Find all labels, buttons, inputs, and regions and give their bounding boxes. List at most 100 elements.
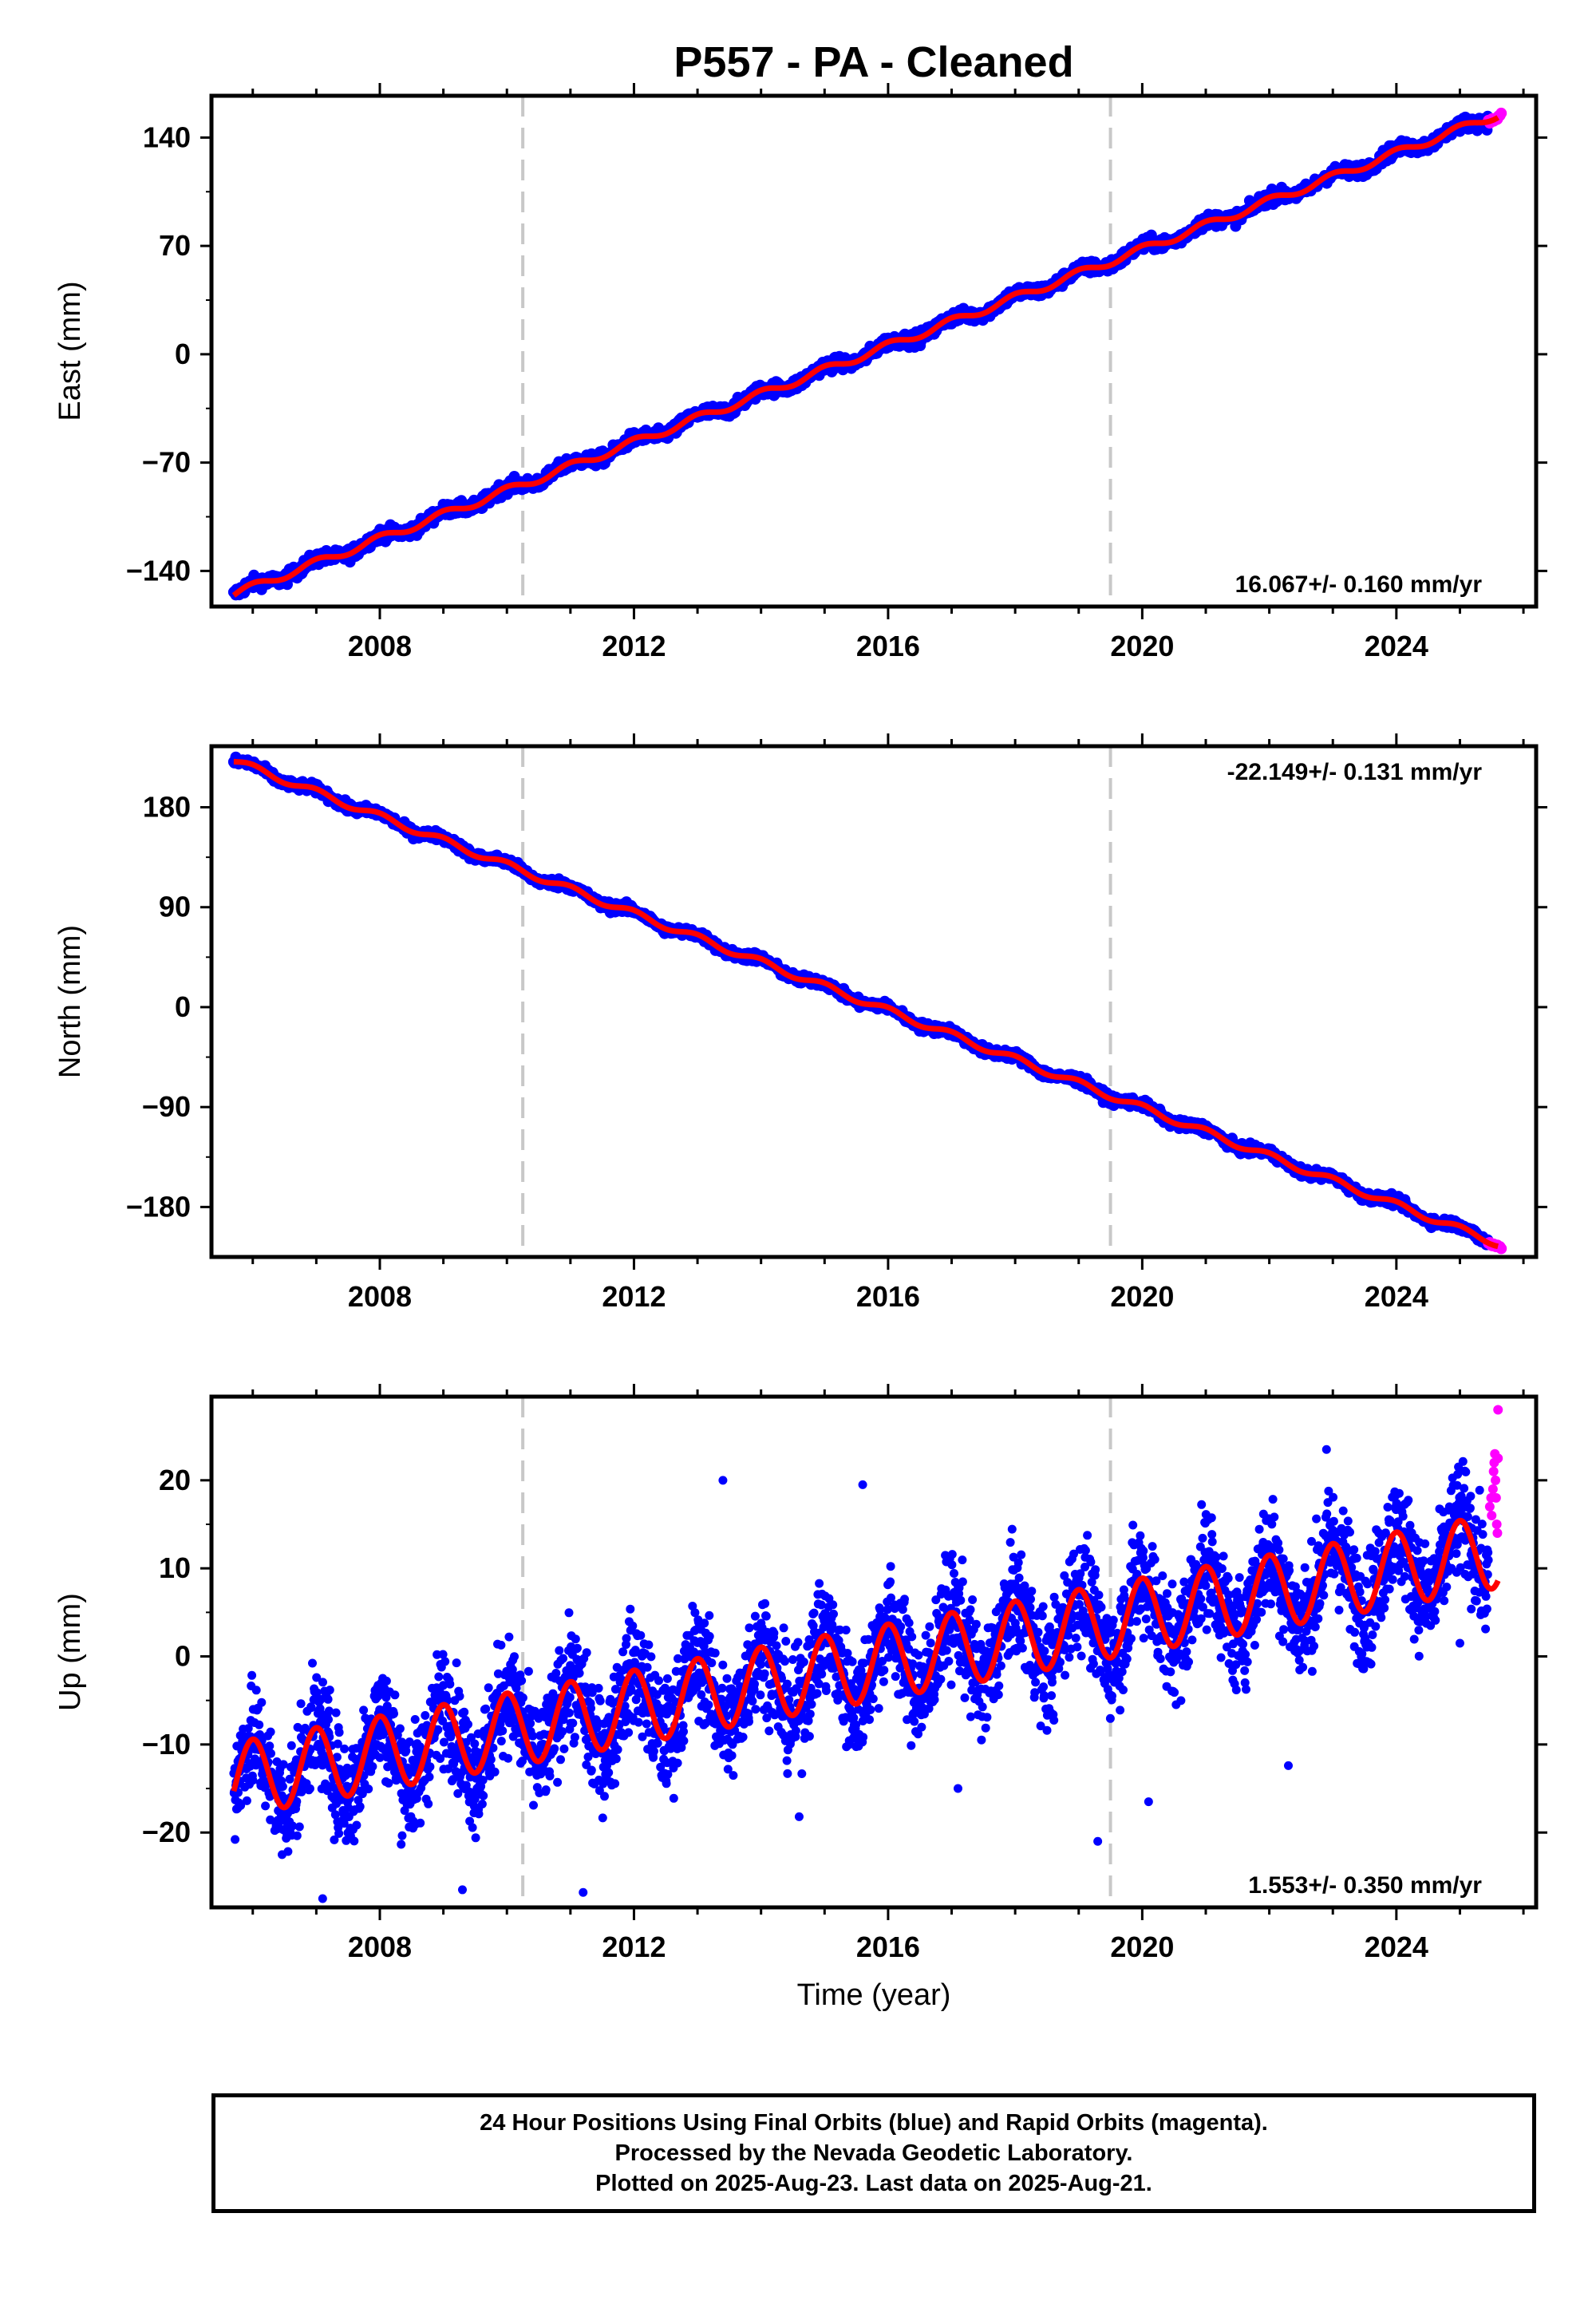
data-point: [251, 1686, 261, 1695]
data-point: [550, 1744, 559, 1753]
data-point: [582, 1648, 591, 1658]
y-tick-label: 0: [175, 990, 191, 1023]
data-point: [565, 1693, 575, 1702]
data-point: [642, 1719, 651, 1729]
x-tick-label: 2012: [602, 630, 666, 662]
data-point: [324, 1715, 333, 1725]
data-point: [649, 1746, 658, 1756]
data-point: [611, 1754, 621, 1764]
data-point: [595, 1696, 605, 1705]
data-point: [598, 1813, 607, 1823]
data-point: [308, 1658, 317, 1668]
data-point: [496, 1737, 506, 1746]
data-point: [613, 1745, 622, 1754]
y-tick-label: −140: [126, 554, 191, 587]
data-point: [545, 1771, 555, 1780]
data-point: [242, 1796, 251, 1805]
data-point: [334, 1728, 344, 1737]
x-tick-label: 2020: [1110, 630, 1174, 662]
data-point: [384, 1778, 393, 1788]
data-point: [455, 1691, 464, 1701]
data-point: [323, 1694, 333, 1704]
x-tick-label: 2024: [1365, 1280, 1428, 1313]
data-point: [257, 1697, 267, 1707]
data-point: [334, 1828, 344, 1838]
data-point: [390, 1690, 400, 1700]
data-point: [604, 1768, 614, 1777]
data-point: [416, 1818, 425, 1828]
data-point: [389, 1709, 398, 1718]
data-point: [294, 1822, 304, 1832]
data-point: [490, 1767, 500, 1777]
data-point: [610, 1779, 620, 1788]
data-point: [575, 1669, 584, 1678]
data-point: [517, 1676, 527, 1686]
data-point: [359, 1705, 369, 1715]
data-point: [628, 1621, 638, 1630]
final-orbit-points: [229, 1445, 1493, 1903]
data-point: [265, 1741, 275, 1751]
data-point: [564, 1608, 574, 1618]
data-point: [464, 1720, 472, 1729]
plot-frame: [209, 93, 1539, 609]
data-point: [498, 1726, 508, 1736]
velocity-label: 16.067+/- 0.160 mm/yr: [1235, 571, 1483, 598]
data-point: [551, 1669, 561, 1678]
x-tick-label: 2008: [348, 1280, 412, 1313]
data-point: [594, 1683, 603, 1693]
y-tick-label: −90: [142, 1090, 191, 1123]
x-tick-label: 2008: [348, 630, 412, 662]
data-point: [553, 1777, 563, 1787]
x-tick-label: 2016: [856, 1280, 920, 1313]
data-point: [481, 1704, 491, 1713]
data-point: [425, 1773, 434, 1781]
data-point: [556, 1755, 565, 1765]
data-point: [471, 1833, 480, 1843]
data-point: [325, 1686, 334, 1695]
data-point: [397, 1831, 407, 1840]
data-point: [424, 1799, 433, 1808]
data-point: [571, 1634, 580, 1644]
data-point: [296, 1699, 306, 1709]
data-point: [445, 1679, 455, 1689]
data-point: [248, 1776, 258, 1785]
data-point: [397, 1840, 406, 1849]
x-tick-label: 2024: [1365, 630, 1428, 662]
velocity-label: -22.149+/- 0.131 mm/yr: [1227, 759, 1483, 785]
model-curve: [231, 758, 1500, 1250]
data-point: [572, 1643, 582, 1653]
data-point: [266, 1727, 275, 1737]
data-point: [255, 1720, 264, 1729]
data-point: [646, 1652, 656, 1662]
data-point: [267, 1749, 275, 1758]
plot-area: [227, 746, 1507, 1257]
data-point: [440, 1657, 450, 1666]
data-point: [247, 1670, 257, 1680]
data-point: [555, 1646, 564, 1655]
model-curve: [231, 115, 1500, 598]
data-point: [231, 1835, 240, 1844]
data-point: [529, 1800, 538, 1810]
data-point: [600, 1792, 609, 1801]
data-point: [278, 1782, 287, 1791]
data-point: [587, 1765, 596, 1775]
data-point: [474, 1809, 484, 1819]
data-point: [421, 1711, 430, 1720]
data-point: [477, 1800, 487, 1808]
y-tick-label: 0: [175, 338, 191, 370]
data-point: [568, 1718, 578, 1728]
data-point: [425, 1762, 435, 1772]
x-tick-label: 2020: [1110, 1280, 1174, 1313]
x-tick-label: 2016: [856, 630, 920, 662]
data-point: [460, 1707, 469, 1717]
data-point: [622, 1634, 631, 1643]
data-point: [352, 1820, 361, 1830]
y-axis-label: East (mm): [53, 281, 87, 421]
y-tick-label: 90: [159, 891, 191, 923]
data-point: [636, 1630, 646, 1640]
data-point: [479, 1791, 488, 1800]
data-point: [286, 1741, 296, 1750]
data-point: [283, 1847, 293, 1856]
